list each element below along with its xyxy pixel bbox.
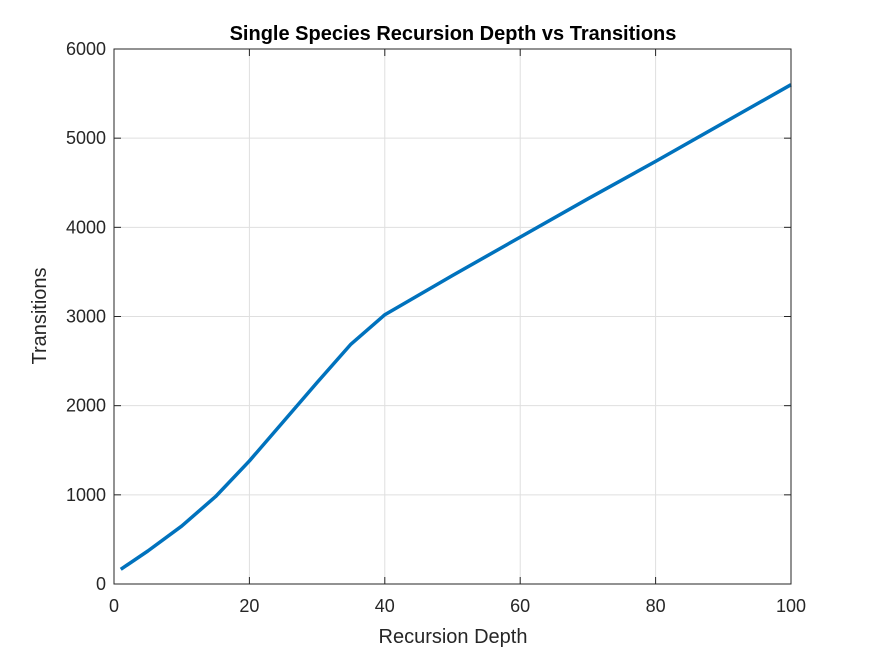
x-tick-label: 80 (646, 596, 666, 616)
series-group (119, 83, 792, 571)
x-tick-label: 40 (375, 596, 395, 616)
y-tick-label: 2000 (66, 396, 106, 416)
x-tick-label: 60 (510, 596, 530, 616)
y-tick-label: 6000 (66, 39, 106, 59)
x-axis-label: Recursion Depth (379, 626, 528, 648)
y-tick-label: 1000 (66, 485, 106, 505)
y-tick-label: 0 (96, 574, 106, 594)
x-tick-label: 100 (776, 596, 806, 616)
series-line-0 (119, 83, 792, 571)
chart-title: Single Species Recursion Depth vs Transi… (230, 23, 677, 45)
x-tick-label: 0 (109, 596, 119, 616)
y-tick-label: 3000 (66, 307, 106, 327)
x-tick-label: 20 (239, 596, 259, 616)
y-tick-label: 5000 (66, 128, 106, 148)
y-tick-label: 4000 (66, 217, 106, 237)
y-axis-label: Transitions (29, 267, 51, 364)
